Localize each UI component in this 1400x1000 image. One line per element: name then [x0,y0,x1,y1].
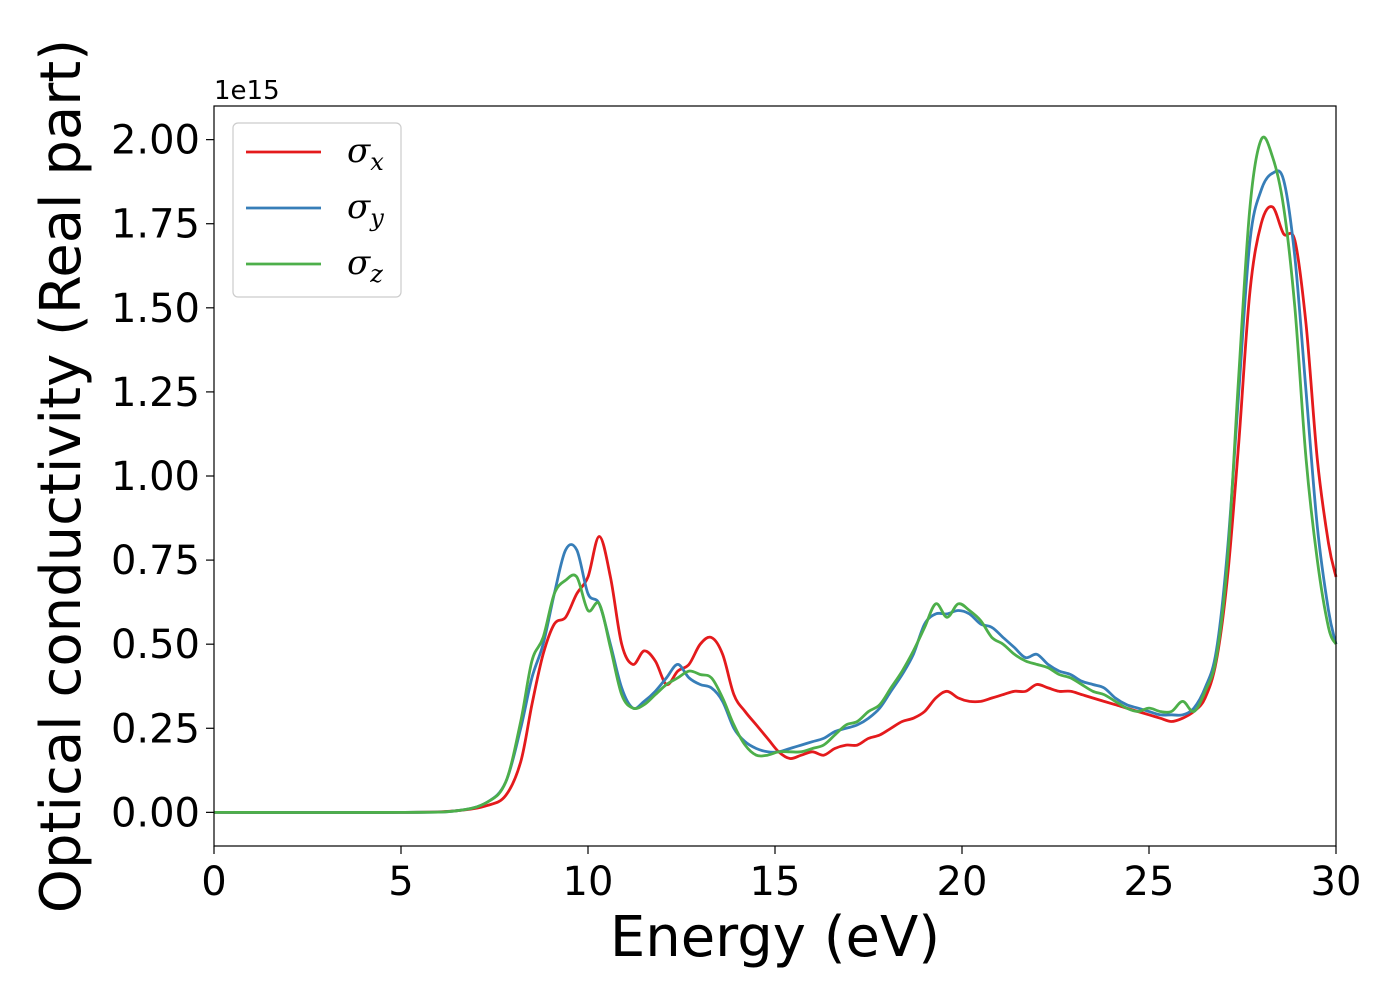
legend-symbol: σ [347,187,371,227]
y-tick-label: 0.00 [111,790,200,836]
x-tick-label: 10 [563,859,614,905]
y-tick-label: 1.00 [111,454,200,500]
x-tick-label: 0 [201,859,226,905]
x-tick-label: 25 [1124,859,1175,905]
y-tick-label: 0.75 [111,538,200,584]
legend-subscript: x [370,148,384,176]
x-tick-label: 30 [1311,859,1362,905]
x-tick-label: 15 [750,859,801,905]
y-offset-label: 1e15 [214,76,280,106]
y-tick-label: 0.25 [111,706,200,752]
y-tick-label: 0.50 [111,622,200,668]
x-axis: 0 5 10 15 20 25 30 [201,846,1361,905]
x-axis-title: Energy (eV) [610,905,940,970]
y-tick-label: 1.75 [111,202,200,248]
legend-box [232,122,402,298]
x-tick-label: 20 [937,859,988,905]
legend-label-x: σx [347,131,384,176]
y-axis: 0.00 0.25 0.50 0.75 1.00 1.25 1.50 1.75 2.00 [111,118,214,836]
series-line-x [213,205,1338,814]
legend-symbol: σ [347,243,371,283]
y-axis-title: Optical conductivity (Real part) [29,39,94,913]
legend-subscript: z [369,260,383,288]
series-layer [213,135,1338,814]
y-tick-label: 1.25 [111,370,200,416]
y-tick-label: 1.50 [111,286,200,332]
legend-label-y: σy [347,187,384,232]
legend-subscript: y [369,204,384,232]
x-tick-label: 5 [388,859,413,905]
y-tick-label: 2.00 [111,118,200,164]
legend-label-z: σz [347,243,383,288]
legend-symbol: σ [347,131,371,171]
series-line-z [213,135,1338,814]
